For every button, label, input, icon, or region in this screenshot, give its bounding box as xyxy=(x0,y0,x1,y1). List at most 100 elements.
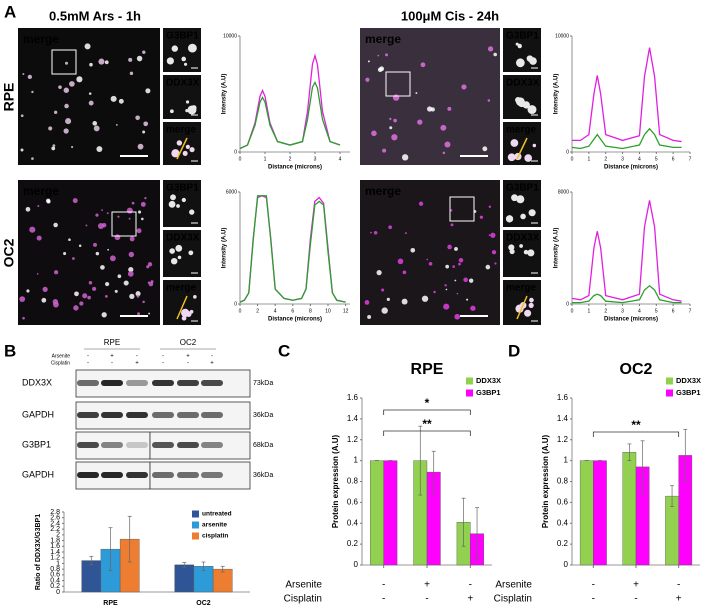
blot-mark: - xyxy=(136,354,138,360)
x-tick-label: 4 xyxy=(638,308,641,314)
blot-size: 36kDa xyxy=(253,412,273,419)
blot-row-label: GAPDH xyxy=(22,469,54,479)
granule xyxy=(191,105,197,111)
band xyxy=(177,412,199,418)
granule xyxy=(376,270,382,276)
legend-swatch xyxy=(666,389,673,397)
x-tick-label: 0 xyxy=(571,156,574,162)
granule xyxy=(114,234,121,241)
error-bar xyxy=(640,440,645,494)
granule xyxy=(131,201,135,205)
blot-mark: + xyxy=(186,354,190,360)
legend-swatch xyxy=(192,532,199,540)
x-tick-label: 5 xyxy=(655,308,658,314)
condition-label: Cisplatin xyxy=(284,594,322,605)
panel-label: C xyxy=(278,341,290,360)
granule xyxy=(493,52,497,57)
image-label: merge xyxy=(23,32,59,46)
granule xyxy=(69,81,75,87)
granule xyxy=(72,198,78,204)
x-tick-label: 0 xyxy=(571,308,574,314)
granule xyxy=(367,60,370,63)
granule xyxy=(443,303,450,310)
band xyxy=(77,412,99,418)
x-tick-label: 6 xyxy=(672,156,675,162)
granule xyxy=(415,92,418,95)
granule xyxy=(105,282,110,287)
granule xyxy=(127,271,134,277)
granule xyxy=(88,281,93,285)
y-tick-label: 2.4 xyxy=(50,520,60,527)
significance-bracket xyxy=(592,431,680,437)
granule xyxy=(524,154,533,162)
granule xyxy=(52,144,56,148)
granule xyxy=(117,274,122,279)
x-tick-label: 7 xyxy=(689,156,692,162)
granule xyxy=(445,264,450,269)
granule xyxy=(93,125,100,132)
condition-label: Arsenite xyxy=(285,580,322,591)
granule xyxy=(189,147,195,153)
granule xyxy=(188,250,194,256)
granule xyxy=(128,57,133,62)
x-tick-label: 2 xyxy=(289,156,292,162)
granule xyxy=(25,207,31,212)
granule xyxy=(189,209,195,215)
x-tick-label: 1 xyxy=(264,156,267,162)
band xyxy=(77,442,99,448)
band xyxy=(126,380,148,386)
granule xyxy=(169,248,175,254)
granule xyxy=(381,288,385,292)
error-bar xyxy=(431,450,436,494)
y-axis-title: Protein expression (A.U) xyxy=(541,434,550,528)
inset-label: G3BP1 xyxy=(506,31,539,42)
micrograph xyxy=(18,180,160,325)
legend-label: G3BP1 xyxy=(676,388,701,397)
x-tick-label: 2 xyxy=(256,308,259,314)
inset xyxy=(163,230,201,277)
blot-size: 73kDa xyxy=(253,380,273,387)
significance-label: ** xyxy=(631,418,641,432)
profile-line xyxy=(571,200,682,302)
granule xyxy=(488,234,491,236)
granule xyxy=(110,95,117,102)
profile-line xyxy=(239,80,341,150)
condition-mark: - xyxy=(592,580,595,591)
blot-condition: Cisplatin xyxy=(51,360,70,366)
inset-label: DDX3X xyxy=(166,233,200,244)
band xyxy=(177,472,199,478)
granule xyxy=(528,302,534,308)
blot-condition: Arsenite xyxy=(52,353,71,359)
inset-label: G3BP1 xyxy=(166,31,199,42)
blot-mark: - xyxy=(211,354,213,360)
band xyxy=(126,472,148,478)
chart-title: OC2 xyxy=(620,361,653,378)
condition-mark: - xyxy=(592,594,595,605)
y-tick-label: 0 xyxy=(566,149,569,155)
legend-swatch xyxy=(466,377,473,385)
condition-mark: - xyxy=(469,580,472,591)
granule xyxy=(129,236,135,242)
granule xyxy=(491,250,497,255)
blot-mark: - xyxy=(87,354,89,360)
granule xyxy=(98,58,105,65)
granule xyxy=(520,213,526,220)
y-tick-label: 0 xyxy=(56,589,60,596)
band xyxy=(152,412,174,418)
blot-mark: - xyxy=(87,361,89,367)
granule xyxy=(487,99,491,102)
error-bar xyxy=(418,425,423,496)
panel-label: D xyxy=(508,341,520,360)
granule xyxy=(517,43,522,49)
granule xyxy=(136,228,142,234)
blot-row-label: GAPDH xyxy=(22,409,54,419)
granule xyxy=(370,231,372,234)
error-bar xyxy=(127,515,132,563)
granule xyxy=(479,215,484,219)
granule xyxy=(150,280,154,284)
blot-mark: + xyxy=(210,361,214,367)
granule xyxy=(170,194,176,201)
y-tick-label: 1.6 xyxy=(347,393,359,402)
granule xyxy=(371,130,377,137)
legend-label: cisplatin xyxy=(202,533,228,540)
